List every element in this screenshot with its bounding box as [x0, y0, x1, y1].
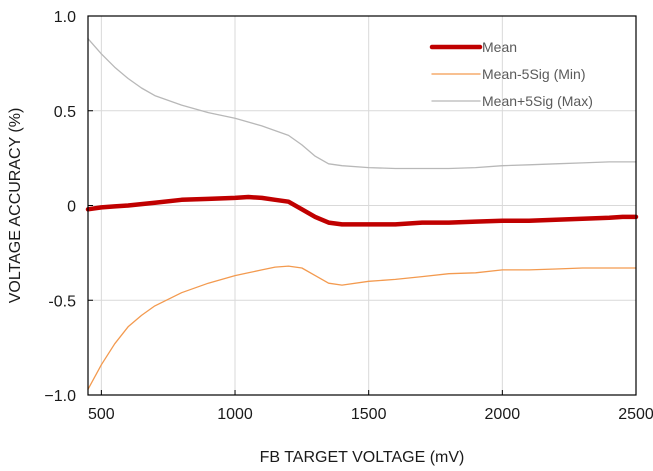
- series-line-mean: [85, 194, 639, 227]
- x-tick-label: 1000: [217, 406, 253, 423]
- x-tick-label: 500: [88, 406, 115, 423]
- series-layer: [85, 38, 639, 390]
- series-line-mean-5sig-min: [87, 265, 637, 390]
- legend-label-mean: Mean: [482, 39, 517, 55]
- x-tick-label: 2500: [618, 406, 653, 423]
- x-tick-label: 2000: [485, 406, 521, 423]
- legend-label-mean-5sig-min: Mean-5Sig (Min): [482, 66, 585, 82]
- y-tick-label: −1.0: [44, 388, 76, 405]
- x-tick-label: 1500: [351, 406, 387, 423]
- tick-marks: [88, 15, 637, 396]
- x-tick-labels: 500 1000 1500 2000 2500: [88, 406, 653, 423]
- legend-label-mean-5sig-max: Mean+5Sig (Max): [482, 93, 593, 109]
- y-axis-title: VOLTAGE ACCURACY (%): [7, 108, 24, 304]
- y-tick-label: 0.5: [54, 104, 76, 121]
- grid: [88, 16, 636, 395]
- y-tick-label: 1.0: [54, 9, 76, 26]
- y-tick-label: -0.5: [48, 293, 76, 310]
- legend: Mean Mean-5Sig (Min) Mean+5Sig (Max): [429, 39, 593, 109]
- y-tick-label: 0: [67, 199, 76, 216]
- series-line-mean-5sig-max: [87, 38, 637, 170]
- y-tick-labels: 1.0 0.5 0 -0.5 −1.0: [44, 9, 76, 405]
- x-axis-title: FB TARGET VOLTAGE (mV): [260, 449, 465, 466]
